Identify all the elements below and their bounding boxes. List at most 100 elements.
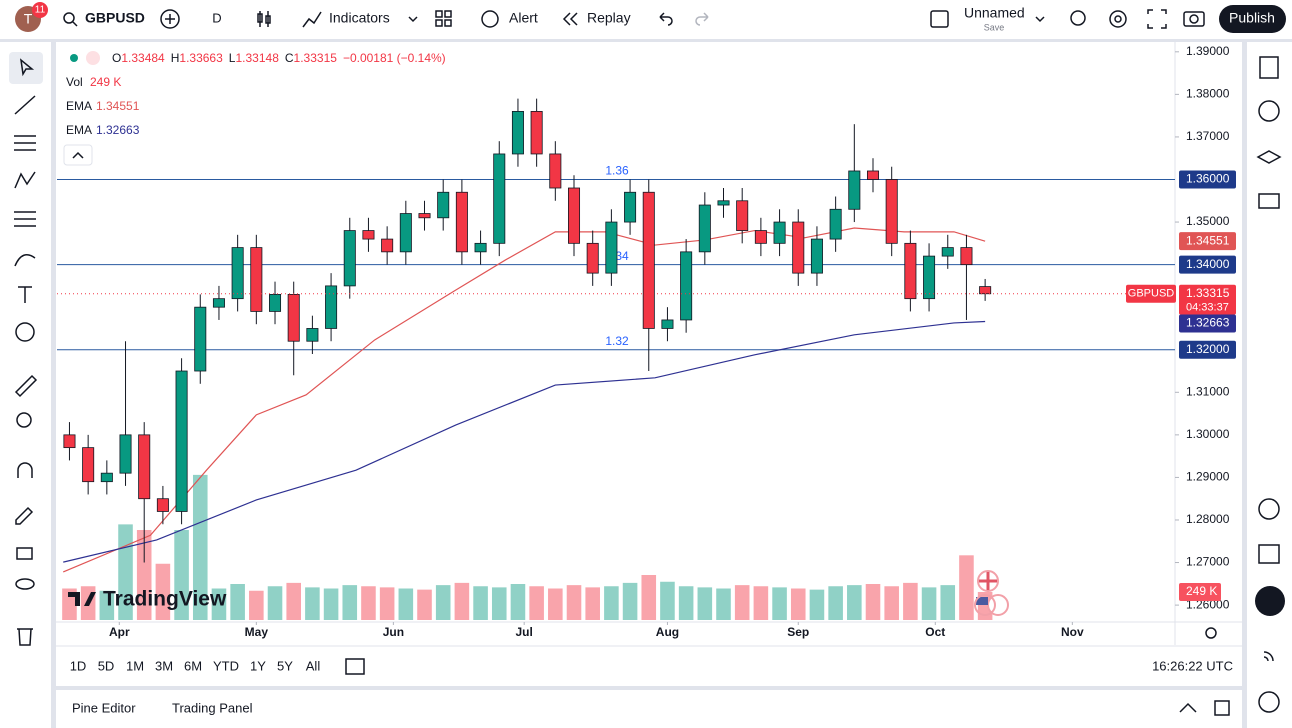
watchlist-icon[interactable] — [1259, 56, 1279, 79]
candle-body — [343, 230, 356, 287]
candle-body — [250, 247, 263, 312]
y-tick-label: 1.35000 — [1186, 214, 1230, 228]
save-label[interactable]: Save — [984, 22, 1005, 32]
ema-badge — [1179, 232, 1236, 251]
fullscreen-button[interactable] — [1147, 9, 1167, 29]
timeframe-button[interactable]: 5Y — [277, 658, 293, 673]
drawing-mode[interactable] — [15, 506, 34, 525]
y-tick-label: 1.27000 — [1186, 555, 1230, 569]
settings-button[interactable] — [1109, 10, 1127, 28]
replay-icon[interactable] — [562, 12, 578, 26]
volume-bar — [174, 530, 189, 620]
emoji-tool[interactable] — [15, 322, 35, 342]
search-icon[interactable] — [63, 12, 75, 24]
axis-settings[interactable] — [1205, 627, 1217, 639]
collapse-legend[interactable] — [63, 144, 93, 166]
maximize-panel[interactable] — [1214, 700, 1230, 716]
timeframe-button[interactable]: 1Y — [250, 658, 266, 673]
zoom-tool[interactable] — [16, 412, 32, 428]
volume-bar — [548, 588, 563, 620]
ema-line — [62, 227, 986, 573]
x-tick-label: Nov — [1061, 625, 1084, 639]
prediction-tool[interactable] — [14, 211, 36, 227]
apps-button[interactable] — [1255, 586, 1285, 616]
timeframe-button[interactable]: 5D — [98, 658, 115, 673]
help-icon[interactable] — [1258, 691, 1280, 713]
trendline-tool[interactable] — [14, 95, 36, 115]
visibility-tool[interactable] — [15, 578, 35, 590]
timeframe-button[interactable]: 1M — [126, 658, 144, 673]
candle-body — [904, 242, 917, 300]
volume-bar — [678, 586, 694, 620]
candle-body — [362, 230, 375, 240]
timeframes: 1D 5D 1M 3M 6M YTD 1Y 5Y All — [70, 658, 321, 673]
alert-button[interactable]: Alert — [509, 10, 538, 26]
volume-bar — [454, 582, 470, 620]
brush-tool[interactable] — [14, 253, 36, 267]
cursor-tool[interactable] — [19, 58, 35, 77]
price-badge — [1179, 284, 1236, 315]
pattern-tool[interactable] — [14, 171, 36, 189]
volume-bar — [884, 586, 899, 620]
alert-icon[interactable] — [481, 10, 499, 28]
quick-search[interactable] — [1070, 10, 1086, 26]
candle-body — [325, 285, 338, 329]
replay-button[interactable]: Replay — [587, 10, 631, 26]
collapse-panel[interactable] — [1179, 702, 1197, 713]
timeframe-button[interactable]: YTD — [213, 658, 239, 673]
chat-icon[interactable] — [1258, 193, 1280, 209]
layout-icon — [435, 19, 443, 27]
layout-checkbox[interactable] — [930, 10, 949, 28]
legend-value: 1.33148 — [235, 51, 279, 65]
text-tool[interactable] — [18, 286, 32, 303]
chart-type-icon — [257, 13, 263, 23]
indicators-button[interactable]: Indicators — [329, 10, 390, 26]
delete-tool[interactable] — [17, 628, 33, 646]
volume-bar — [249, 590, 264, 620]
chevron[interactable] — [1035, 16, 1045, 23]
calendar-icon[interactable] — [1258, 544, 1280, 564]
level-label: 1.32 — [605, 334, 629, 348]
timeframe-button[interactable]: 6M — [184, 658, 202, 673]
timeframe-button[interactable]: 1D — [70, 658, 87, 673]
y-tick-label: 1.29000 — [1186, 470, 1230, 484]
legend-value: 1.33663 — [179, 51, 223, 65]
x-tick-label: Apr — [109, 625, 130, 639]
candle-body — [698, 204, 711, 253]
layout-name[interactable]: Unnamed — [964, 5, 1025, 21]
level-badge-label: 1.34000 — [1186, 257, 1230, 271]
streams-icon[interactable] — [1263, 651, 1274, 662]
undo-button[interactable] — [659, 12, 673, 26]
layers-icon[interactable] — [1256, 150, 1282, 164]
volume-bar — [491, 587, 507, 620]
candle-body — [437, 191, 450, 219]
symbol[interactable]: GBPUSD — [85, 10, 145, 26]
lock-tool[interactable] — [16, 547, 33, 560]
chevron[interactable] — [408, 16, 418, 23]
volume-bar — [828, 586, 843, 620]
volume-bar — [566, 585, 582, 620]
magnet-tool[interactable] — [17, 462, 33, 478]
timeframe-button[interactable]: All — [306, 658, 321, 673]
date-range-button[interactable] — [345, 658, 365, 675]
ideas-icon[interactable] — [1258, 498, 1280, 520]
fib-tool[interactable] — [14, 135, 36, 151]
compare-button[interactable] — [160, 9, 180, 29]
volume-bar — [790, 588, 806, 620]
bottom-tab[interactable]: Pine Editor — [72, 700, 136, 715]
legend-label: O — [112, 51, 121, 65]
level-badge-label: 1.36000 — [1186, 172, 1230, 186]
timeframe-button[interactable]: 3M — [155, 658, 173, 673]
screenshot-button[interactable] — [1183, 11, 1205, 27]
layout-icon[interactable] — [435, 10, 443, 18]
indicators-icon[interactable] — [302, 11, 322, 28]
interval[interactable]: D — [212, 10, 221, 25]
x-tick-label: Oct — [925, 625, 945, 639]
ruler-tool[interactable] — [14, 374, 38, 398]
legend-value: 1.33315 — [294, 51, 338, 65]
alerts-icon[interactable] — [1258, 100, 1280, 122]
volume-bar — [940, 585, 956, 620]
publish-button[interactable] — [1219, 5, 1286, 33]
bottom-tab[interactable]: Trading Panel — [172, 700, 253, 715]
redo-button[interactable] — [695, 12, 709, 26]
